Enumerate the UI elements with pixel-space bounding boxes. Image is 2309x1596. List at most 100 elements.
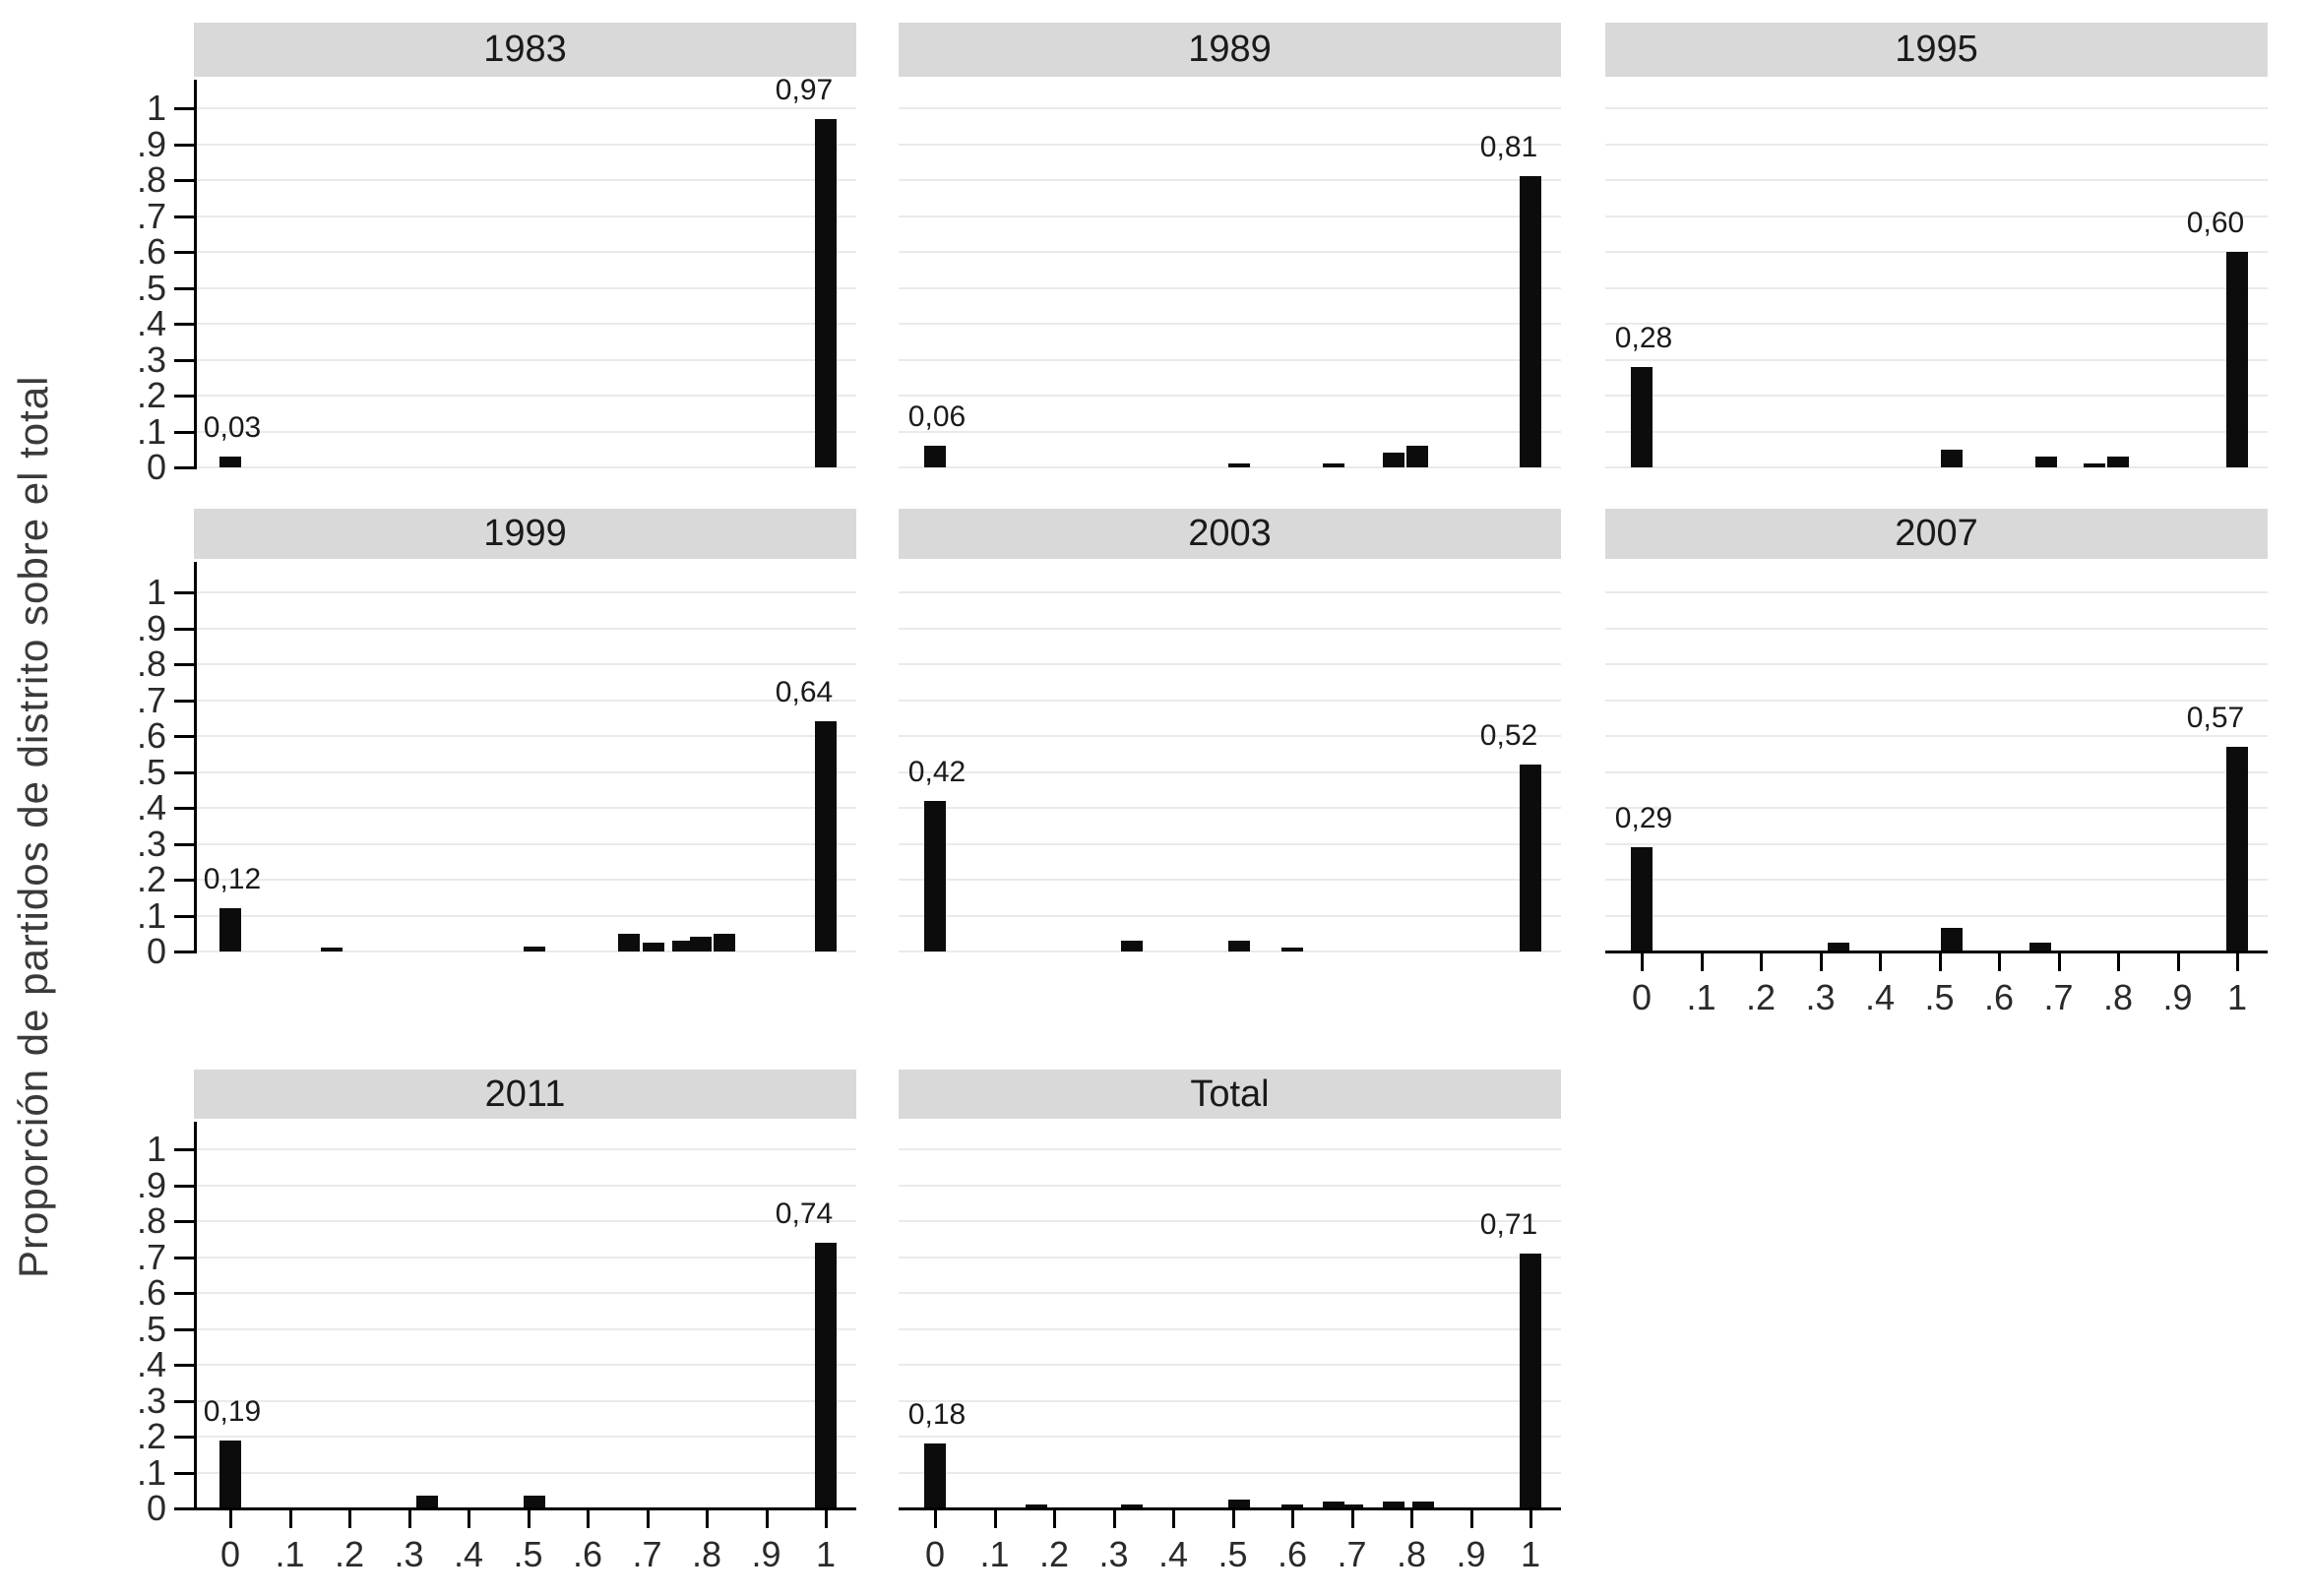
gridline xyxy=(899,107,1561,109)
gridline xyxy=(1605,323,2268,325)
gridline xyxy=(899,1292,1561,1294)
x-tick-label: .3 xyxy=(1098,1534,1129,1574)
y-tick-mark xyxy=(174,914,194,918)
histogram-bar xyxy=(1941,450,1963,467)
bar-value-label: 0,18 xyxy=(907,1398,967,1431)
x-tick-label: .8 xyxy=(1396,1534,1427,1574)
y-tick-mark xyxy=(174,107,194,110)
panel-plot-1995: 0,28 0,60 xyxy=(1605,80,2268,468)
x-tick-label: .5 xyxy=(1217,1534,1248,1574)
gridline xyxy=(1605,735,2268,737)
histogram-bar xyxy=(2029,943,2051,951)
panel-plot-1999: 0,12 0,64 0.1.2.3.4.5.6.7.8.9 1 xyxy=(137,562,856,971)
x-tick-mark xyxy=(2057,953,2061,971)
histogram-bar xyxy=(815,119,837,467)
gridline xyxy=(899,1399,1561,1402)
bar-value-label: 0,57 xyxy=(2186,702,2245,734)
x-tick-mark xyxy=(706,1510,709,1528)
x-tick-mark xyxy=(2176,953,2180,971)
y-tick-label: 1 xyxy=(146,1129,166,1169)
gridline xyxy=(194,358,856,361)
histogram-bar xyxy=(672,941,694,951)
x-tick-mark xyxy=(1879,953,1882,971)
y-tick-label: .7 xyxy=(136,679,166,720)
histogram-bar xyxy=(416,1496,438,1508)
y-tick-mark xyxy=(174,395,194,398)
bar-value-label: 0,52 xyxy=(1479,719,1538,752)
x-tick-mark xyxy=(993,1510,997,1528)
x-tick-label: .4 xyxy=(1157,1534,1189,1574)
gridline xyxy=(194,1399,856,1402)
gridline xyxy=(899,179,1561,181)
x-tick-label: .7 xyxy=(632,1534,662,1574)
gridline xyxy=(899,807,1561,809)
x-tick-label: .9 xyxy=(1456,1534,1486,1574)
y-tick-label: .3 xyxy=(136,1380,166,1421)
y-tick-label: .8 xyxy=(136,1200,166,1241)
y-tick-label: .6 xyxy=(136,715,166,756)
histogram-bar xyxy=(1412,1502,1434,1508)
gridline xyxy=(899,395,1561,397)
x-tick-mark xyxy=(1053,1510,1056,1528)
gridline xyxy=(194,179,856,181)
panel-header-1995: 1995 xyxy=(1605,23,2268,77)
histogram-bar xyxy=(1323,1502,1344,1508)
gridline xyxy=(899,1148,1561,1150)
y-tick-mark xyxy=(174,1292,194,1295)
panel-plot-2011: 0,19 0,74 0.1.2.3.4.5.6.7.8.9 1 0.1.2.3.4.5.… xyxy=(137,1122,856,1574)
gridline xyxy=(194,466,856,468)
histogram-bar xyxy=(1026,1504,1047,1508)
x-tick-label: 1 xyxy=(815,1534,837,1574)
y-axis-title: Proporción de partidos de distrito sobre… xyxy=(10,375,56,1278)
gridline xyxy=(194,951,856,952)
gridline xyxy=(194,627,856,630)
x-tick-label: .1 xyxy=(1686,977,1716,1017)
histogram-bar xyxy=(219,1441,241,1508)
x-tick-label: .9 xyxy=(2162,977,2193,1017)
gridline xyxy=(899,1327,1561,1330)
x-tick-label: .2 xyxy=(334,1534,365,1574)
x-tick-mark xyxy=(407,1510,411,1528)
y-tick-mark xyxy=(174,842,194,846)
gridline xyxy=(899,143,1561,146)
histogram-bar xyxy=(815,721,837,951)
histogram-bar xyxy=(815,1243,837,1508)
histogram-bar xyxy=(1406,446,1428,467)
y-axis-spine xyxy=(194,80,197,469)
gridline xyxy=(194,286,856,289)
y-tick-label: .5 xyxy=(136,267,166,308)
y-tick-label: .5 xyxy=(136,1308,166,1349)
gridline xyxy=(194,770,856,773)
gridline xyxy=(1605,807,2268,809)
y-tick-mark xyxy=(174,1436,194,1439)
y-tick-mark xyxy=(174,251,194,254)
gridline xyxy=(899,1436,1561,1438)
y-tick-label: 1 xyxy=(146,88,166,128)
y-tick-label: .7 xyxy=(136,1236,166,1277)
gridline xyxy=(899,951,1561,952)
gridline xyxy=(899,466,1561,468)
histogram-bar xyxy=(2107,457,2129,467)
histogram-bar xyxy=(1323,463,1344,467)
y-tick-label: 1 xyxy=(146,572,166,612)
x-tick-label: .8 xyxy=(691,1534,722,1574)
gridline xyxy=(1605,107,2268,109)
histogram-bar xyxy=(1342,1504,1363,1508)
gridline xyxy=(1605,879,2268,881)
gridline xyxy=(1605,430,2268,433)
histogram-bar xyxy=(321,948,343,951)
gridline xyxy=(899,430,1561,433)
x-tick-mark xyxy=(934,1510,937,1528)
y-tick-label: .1 xyxy=(136,410,166,452)
x-tick-label: .1 xyxy=(979,1534,1010,1574)
x-tick-mark xyxy=(825,1510,828,1528)
gridline xyxy=(1605,286,2268,289)
gridline xyxy=(899,735,1561,737)
x-tick-mark xyxy=(1760,953,1763,971)
y-tick-label: 0 xyxy=(146,447,166,487)
bar-value-label: 0,03 xyxy=(203,411,262,444)
histogram-bar xyxy=(1281,948,1303,951)
histogram-bar xyxy=(1281,1504,1303,1508)
x-axis-spine xyxy=(899,1507,1561,1510)
gridline xyxy=(899,1184,1561,1187)
